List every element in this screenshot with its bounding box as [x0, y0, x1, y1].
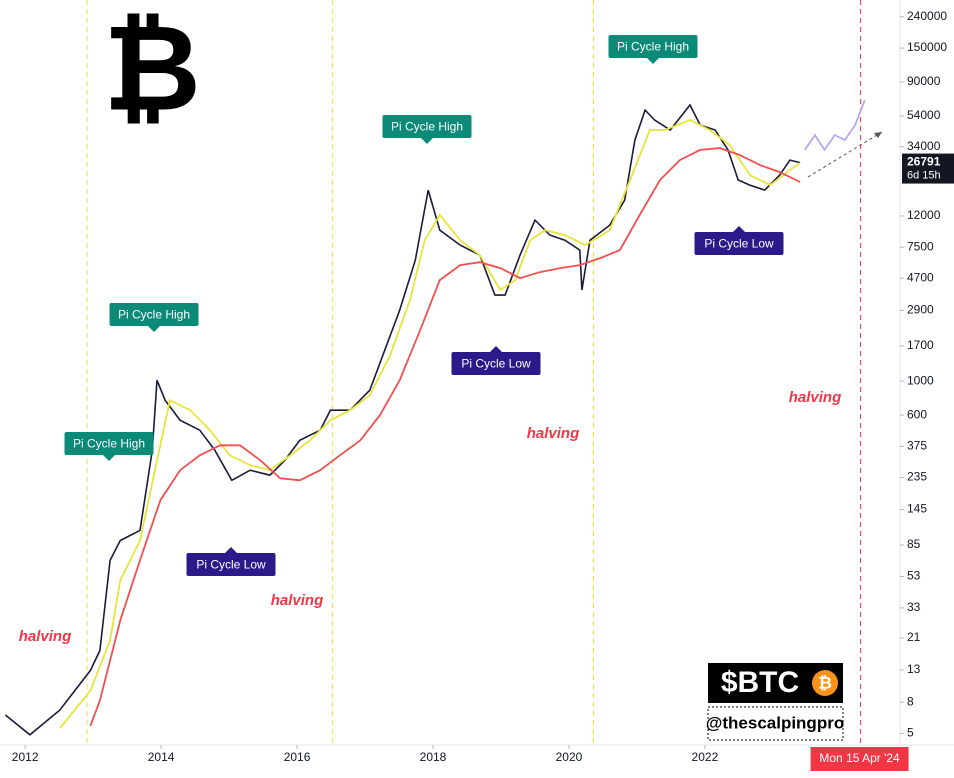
y-tick-label: 85: [907, 537, 921, 551]
date-box: [810, 747, 909, 771]
coin: [812, 670, 838, 696]
y-tick-label: 34000: [907, 139, 941, 153]
annotation-pointer: [421, 138, 433, 144]
y-tick-label: 1000: [907, 373, 934, 387]
y-tick-label: 90000: [907, 74, 941, 88]
annotation-label: Pi Cycle Low: [196, 558, 266, 572]
trend-arrow: [807, 131, 883, 178]
y-tick-label: 33: [907, 600, 921, 614]
y-tick-label: 145: [907, 502, 927, 516]
y-tick-label: 2900: [907, 303, 934, 317]
current-price: 26791: [907, 155, 941, 169]
annotation-box: [382, 115, 472, 138]
annotation-box: [64, 432, 154, 455]
coin-logo: ₿: [818, 673, 832, 692]
annotation-box: [109, 303, 199, 326]
x-tick-label: 2020: [556, 750, 583, 764]
annotation-box: [186, 553, 276, 576]
series-line: [804, 99, 866, 152]
series-line: [4, 103, 801, 736]
x-tick-label: 2022: [692, 750, 719, 764]
y-tick-label: 235: [907, 470, 927, 484]
annotation-label: Pi Cycle High: [391, 120, 463, 134]
y-tick-label: 600: [907, 407, 927, 421]
annotation-label: Pi Cycle High: [73, 437, 145, 451]
annotation-pointer: [490, 346, 502, 352]
logo: ₿: [103, 2, 201, 136]
halving-label: halving: [271, 592, 324, 609]
annotation-box: [451, 352, 541, 375]
price-box: [902, 153, 954, 184]
annotation-pointer: [103, 455, 115, 461]
y-tick-label: 53: [907, 569, 921, 583]
x-tick-label: 2014: [148, 750, 175, 764]
handle: @thescalpingpro: [706, 713, 844, 732]
halving-label: halving: [19, 628, 72, 645]
ticker: $BTC: [721, 666, 799, 699]
brand: $BTC ₿ @thescalpingpro: [706, 663, 844, 741]
y-tick-label: 1700: [907, 338, 934, 352]
x-tick-label: 2012: [12, 750, 39, 764]
y-tick-label: 150000: [907, 40, 947, 54]
y-tick-label: 240000: [907, 9, 947, 23]
y-tick-label: 5: [907, 726, 914, 740]
x-tick-label: 2018: [420, 750, 447, 764]
annotation-pointer: [733, 226, 745, 232]
series-line: [59, 119, 801, 729]
handle-box: [707, 706, 844, 741]
series-line: [89, 147, 801, 727]
trend-arrow-head: [874, 132, 882, 138]
y-tick-label: 8: [907, 694, 914, 708]
annotation-label: Pi Cycle Low: [461, 357, 531, 371]
date-label: Mon 15 Apr '24: [819, 751, 900, 765]
y-tick-label: 7500: [907, 239, 934, 253]
annotation-box: [608, 35, 698, 58]
annotation-pointer: [148, 326, 160, 332]
annotation-label: Pi Cycle Low: [704, 237, 774, 251]
countdown: 6d 15h: [907, 169, 941, 181]
y-tick-label: 54000: [907, 108, 941, 122]
annotation-pointer: [647, 58, 659, 64]
y-tick-label: 12000: [907, 208, 941, 222]
annotation-label: Pi Cycle High: [617, 40, 689, 54]
halving-label: halving: [527, 425, 580, 442]
annotation-pointer: [225, 547, 237, 553]
y-tick-label: 13: [907, 662, 921, 676]
annotation-label: Pi Cycle High: [118, 308, 190, 322]
y-tick-label: 4700: [907, 270, 934, 284]
y-tick-label: 375: [907, 439, 927, 453]
annotation-box: [694, 232, 784, 255]
x-tick-label: 2016: [284, 750, 311, 764]
y-tick-label: 21: [907, 630, 921, 644]
halving-label: halving: [789, 389, 842, 406]
